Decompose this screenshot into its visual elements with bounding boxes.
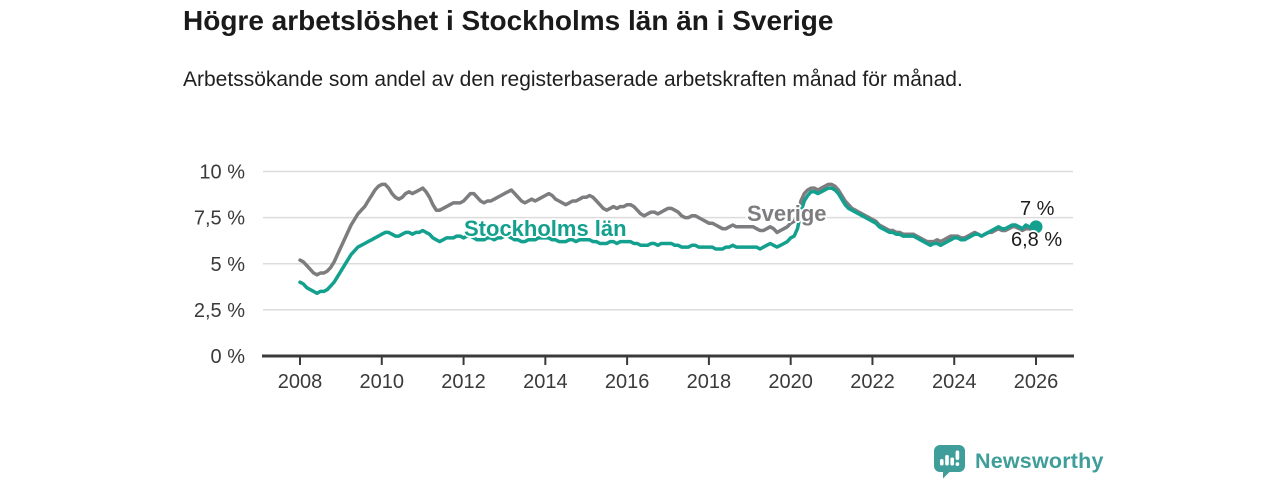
chart-subtitle: Arbetssökande som andel av den registerb…: [183, 68, 963, 91]
x-axis-tick-label: 2012: [441, 371, 486, 393]
y-axis-tick-label: 10 %: [199, 162, 245, 184]
series-label-stockholms-lan: Stockholms län: [464, 216, 627, 241]
x-axis-tick-label: 2024: [932, 371, 977, 393]
end-value-label-stockholms-lan: 7 %: [1020, 198, 1055, 220]
x-axis-tick-label: 2020: [768, 371, 813, 393]
newsworthy-logo: Newsworthy: [933, 444, 1104, 479]
series-label-sverige: Sverige: [747, 201, 827, 226]
x-axis-tick-label: 2016: [605, 371, 650, 393]
series-line-sverige: [298, 182, 1038, 277]
series-line-stockholms-l-n: [298, 186, 1038, 296]
y-axis-tick-label: 2,5 %: [194, 300, 245, 322]
bar-chart-speech-bubble-icon: [934, 445, 965, 479]
end-point-dot: [1029, 220, 1043, 234]
x-axis-tick-label: 2022: [850, 371, 895, 393]
y-axis-tick-label: 0 %: [211, 346, 246, 368]
chart-title: Högre arbetslöshet i Stockholms län än i…: [183, 5, 834, 36]
y-axis-tick-label: 5 %: [211, 254, 246, 276]
end-value-label-sverige: 6,8 %: [1011, 229, 1063, 251]
newsworthy-logo-text: Newsworthy: [975, 449, 1104, 473]
x-axis-tick-label: 2018: [687, 371, 732, 393]
x-axis-tick-label: 2026: [1014, 371, 1059, 393]
y-axis-tick-label: 7,5 %: [194, 208, 245, 230]
x-axis-tick-label: 2008: [278, 371, 323, 393]
x-axis-tick-label: 2014: [523, 371, 568, 393]
x-axis-tick-label: 2010: [360, 371, 405, 393]
